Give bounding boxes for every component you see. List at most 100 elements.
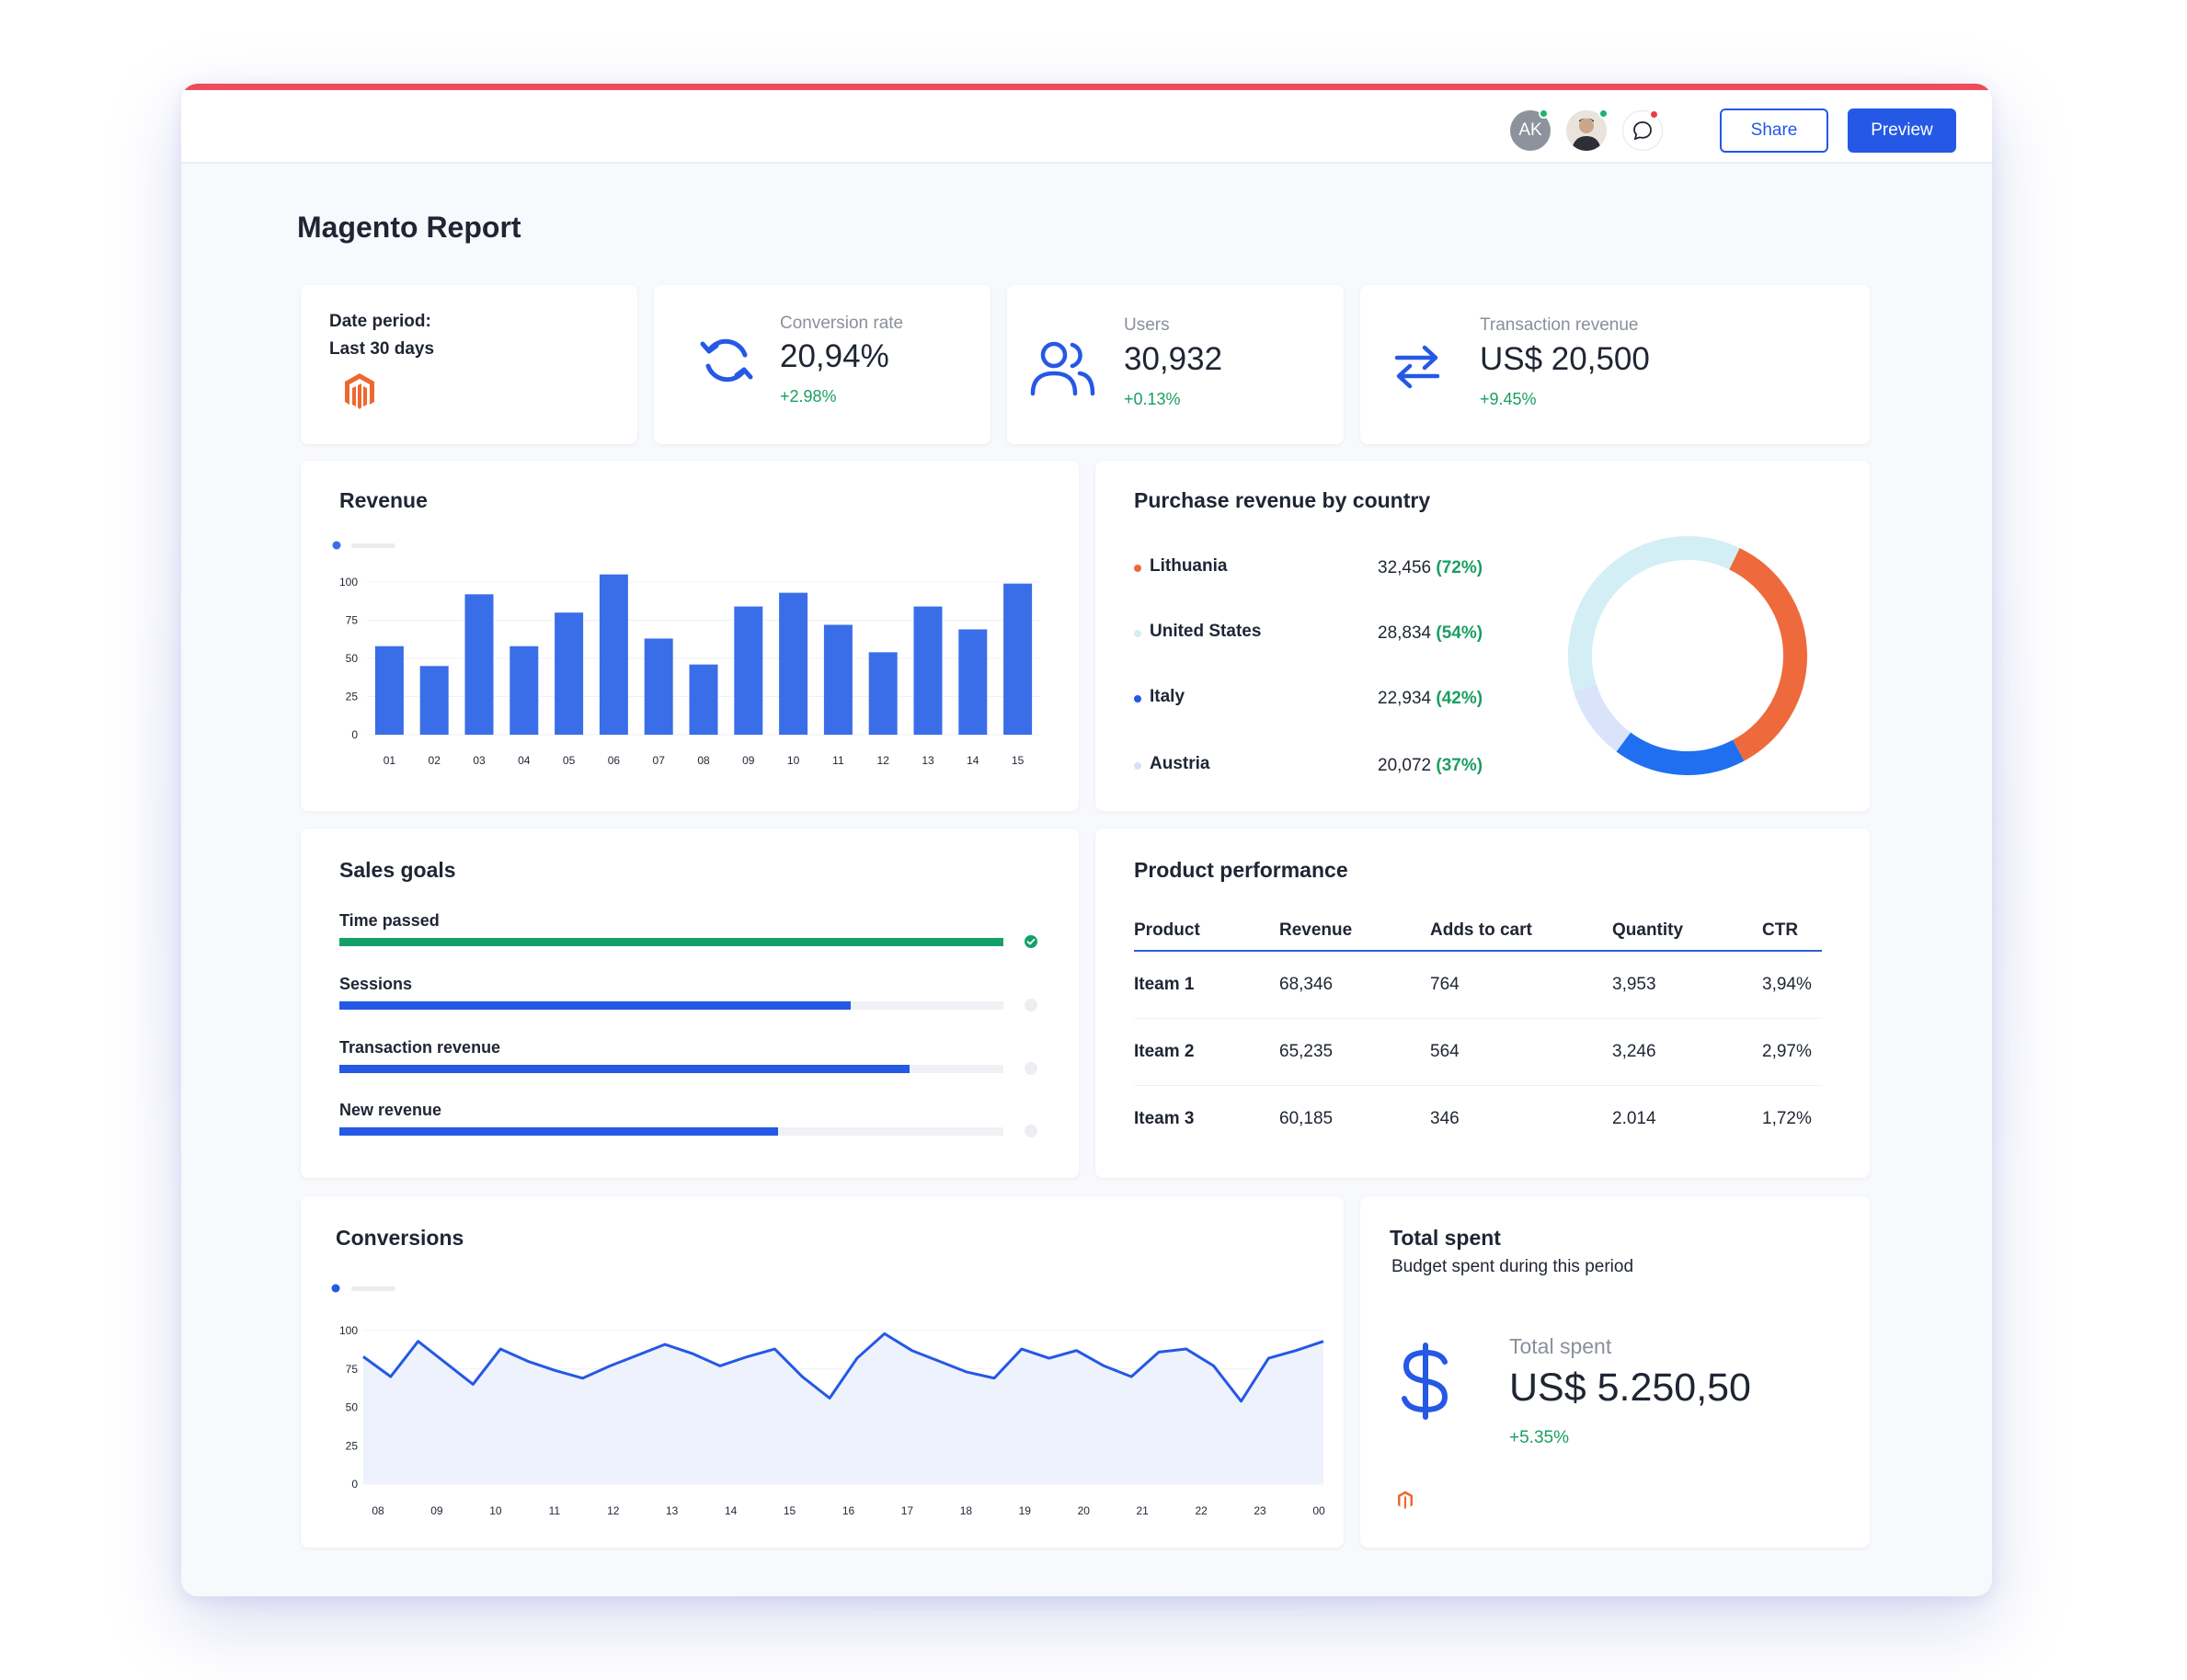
- sales-goal-label: Time passed: [339, 911, 440, 930]
- avatar-ak[interactable]: AK: [1510, 109, 1551, 151]
- pending-circle-icon: [1025, 999, 1037, 1011]
- table-cell: 764: [1430, 951, 1612, 1019]
- sales-goal-progress: [339, 1001, 851, 1010]
- x-tick-label: 14: [967, 754, 979, 767]
- total-spent-label: Total spent: [1509, 1334, 1612, 1358]
- x-tick-label: 11: [549, 1504, 561, 1517]
- x-tick-label: 08: [372, 1504, 384, 1517]
- total-spent-subtitle: Budget spent during this period: [1391, 1257, 1634, 1276]
- x-tick-label: 09: [430, 1504, 443, 1517]
- check-circle-icon: [1025, 935, 1037, 948]
- y-tick-label: 75: [346, 614, 359, 627]
- y-tick-label: 25: [346, 691, 359, 703]
- column-header[interactable]: Quantity: [1612, 911, 1762, 952]
- users-label: Users: [1124, 315, 1170, 335]
- x-tick-label: 23: [1254, 1504, 1266, 1517]
- table-cell: 3,953: [1612, 951, 1762, 1019]
- country-legend-dot: [1134, 695, 1141, 703]
- revenue-bar: [689, 664, 718, 735]
- y-tick-label: 50: [346, 652, 359, 665]
- table-cell: Iteam 1: [1134, 951, 1279, 1019]
- total-spent-value: US$ 5.250,50: [1509, 1366, 1751, 1410]
- revenue-bar: [823, 624, 853, 735]
- x-tick-label: 03: [473, 754, 486, 767]
- table-cell: Iteam 2: [1134, 1018, 1279, 1086]
- revenue-bar: [419, 666, 449, 735]
- product-table: Product Revenue Adds to cart Quantity CTR It…: [1134, 911, 1822, 1152]
- revenue-bar: [868, 652, 898, 735]
- notification-dot: [1649, 109, 1659, 120]
- table-header-row: Product Revenue Adds to cart Quantity CTR: [1134, 911, 1822, 952]
- sales-goal-track: [339, 1001, 1003, 1010]
- revenue-bar: [644, 638, 673, 735]
- country-percent: (37%): [1436, 756, 1483, 775]
- users-card: Users 30,932 +0.13%: [1007, 285, 1344, 444]
- table-row: Iteam 1 68,346 764 3,953 3,94%: [1134, 951, 1822, 1019]
- x-tick-label: 06: [608, 754, 621, 767]
- y-tick-label: 75: [346, 1363, 359, 1376]
- table-cell: 65,235: [1279, 1018, 1430, 1086]
- country-legend-dot: [1134, 762, 1141, 770]
- x-tick-label: 18: [960, 1504, 973, 1517]
- column-header[interactable]: CTR: [1762, 911, 1822, 952]
- preview-button[interactable]: Preview: [1848, 109, 1956, 153]
- country-value: 22,934 (42%): [1378, 689, 1483, 708]
- online-indicator: [1539, 109, 1549, 119]
- country-value: 32,456 (72%): [1378, 558, 1483, 577]
- dollar-icon: [1402, 1343, 1448, 1420]
- country-row: Italy 22,934 (42%): [1134, 685, 1493, 713]
- page-title: Magento Report: [297, 211, 521, 244]
- users-value: 30,932: [1124, 341, 1223, 377]
- conversions-card: Conversions 0 25 50 75 100 08 09 10 11 12 13 14 15 16…: [301, 1196, 1344, 1548]
- donut-slice: [1568, 536, 1740, 691]
- revenue-bar: [464, 594, 494, 735]
- x-tick-label: 15: [784, 1504, 796, 1517]
- country-name: United States: [1150, 622, 1262, 641]
- revenue-bar: [734, 606, 763, 735]
- revenue-bar: [958, 629, 988, 735]
- country-row: Austria 20,072 (37%): [1134, 752, 1493, 780]
- magento-logo-icon: [345, 373, 374, 409]
- y-tick-label: 0: [351, 728, 358, 741]
- refresh-icon: [700, 338, 753, 383]
- y-tick-label: 100: [339, 1324, 358, 1337]
- column-header[interactable]: Product: [1134, 911, 1279, 952]
- column-header[interactable]: Revenue: [1279, 911, 1430, 952]
- table-cell: 68,346: [1279, 951, 1430, 1019]
- y-tick-label: 25: [346, 1439, 359, 1452]
- x-tick-label: 04: [518, 754, 531, 767]
- revenue-card: Revenue 0 25 50 75 100 01 02 03 04 05 06 07 08 09 10 11…: [301, 461, 1079, 811]
- sales-goal-progress: [339, 1065, 910, 1073]
- sales-goal-label: Transaction revenue: [339, 1038, 501, 1057]
- revenue-bar: [913, 606, 943, 735]
- product-performance-card: Product performance Product Revenue Adds t…: [1095, 829, 1870, 1178]
- revenue-bar: [599, 574, 628, 735]
- x-tick-label: 09: [742, 754, 755, 767]
- sales-goal-progress: [339, 1127, 778, 1136]
- y-tick-label: 100: [339, 576, 358, 589]
- product-performance-title: Product performance: [1134, 858, 1348, 882]
- donut-slice: [1729, 547, 1807, 761]
- share-button[interactable]: Share: [1720, 109, 1828, 153]
- revenue-bar: [374, 646, 404, 735]
- sales-goal-track: [339, 1065, 1003, 1073]
- x-tick-label: 14: [725, 1504, 738, 1517]
- magento-logo-small-icon: [1398, 1491, 1413, 1509]
- column-header[interactable]: Adds to cart: [1430, 911, 1612, 952]
- users-delta: +0.13%: [1124, 390, 1181, 408]
- sales-goal-row: Time passed: [339, 911, 1038, 957]
- revenue-bar: [1003, 583, 1033, 735]
- legend-dot: [331, 1284, 340, 1293]
- country-row: United States 28,834 (54%): [1134, 620, 1493, 647]
- swap-arrows-icon: [1394, 345, 1440, 389]
- sales-goals-card: Sales goals Time passed Sessions Transacti…: [301, 829, 1079, 1178]
- sales-goal-row: Transaction revenue: [339, 1038, 1038, 1084]
- chat-button[interactable]: [1622, 109, 1663, 151]
- sales-goal-progress: [339, 938, 1003, 946]
- x-tick-label: 10: [787, 754, 800, 767]
- x-tick-label: 13: [666, 1504, 679, 1517]
- conversion-rate-delta: +2.98%: [780, 387, 837, 406]
- x-tick-label: 19: [1019, 1504, 1032, 1517]
- x-tick-label: 16: [842, 1504, 855, 1517]
- total-spent-delta: +5.35%: [1509, 1428, 1569, 1447]
